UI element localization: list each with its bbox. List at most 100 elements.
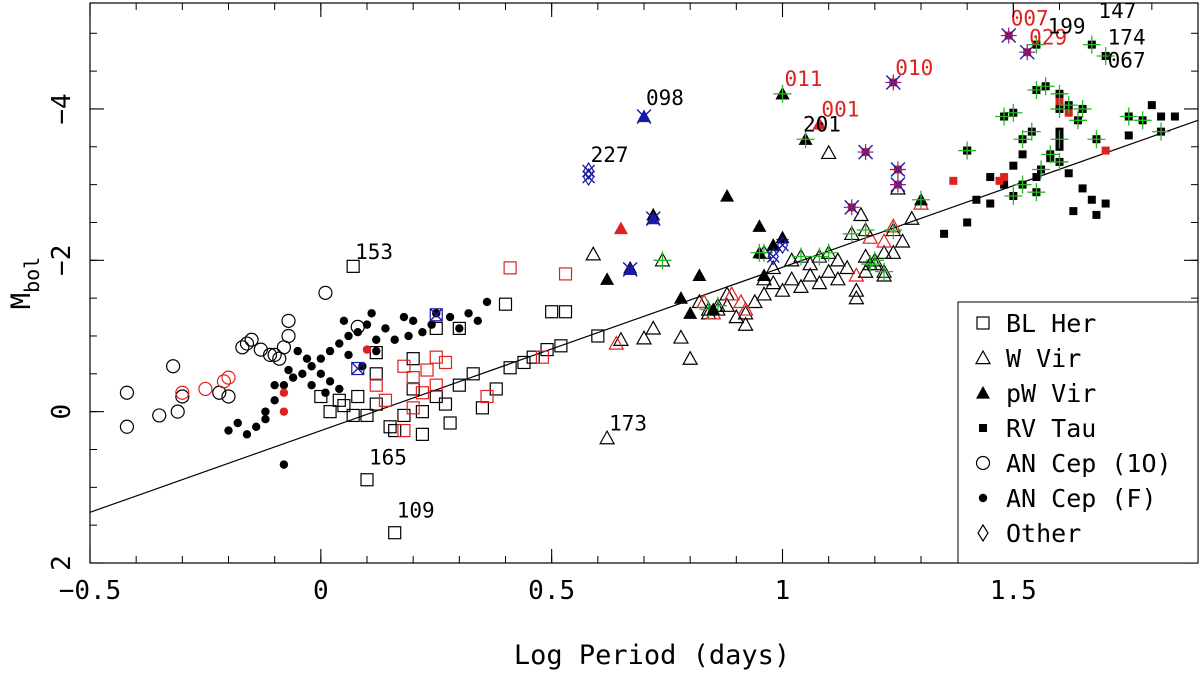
data-point	[774, 282, 791, 297]
data-point	[558, 305, 573, 319]
data-point	[498, 297, 513, 311]
data-point	[221, 370, 236, 385]
legend-entry: Other	[977, 519, 1081, 548]
data-point	[170, 404, 185, 419]
legend-label: AN Cep (1O)	[1006, 449, 1172, 478]
series-2	[585, 144, 920, 445]
data-point	[420, 363, 434, 377]
data-point	[885, 74, 902, 91]
data-point	[1013, 175, 1032, 194]
data-point	[475, 401, 490, 415]
data-point	[963, 218, 972, 227]
data-point	[1064, 169, 1073, 178]
data-point	[540, 342, 554, 357]
data-point	[1152, 122, 1171, 141]
data-point	[912, 190, 930, 209]
data-point	[325, 346, 335, 356]
legend-entry: BL Her	[976, 309, 1096, 338]
data-point	[802, 255, 819, 271]
data-point	[418, 327, 427, 337]
data-point	[415, 405, 429, 419]
fit-line-layer	[89, 119, 1199, 513]
data-point	[369, 367, 383, 381]
data-point	[672, 329, 689, 344]
data-point	[1092, 210, 1101, 219]
data-point	[404, 331, 413, 341]
data-point	[1000, 180, 1009, 189]
data-point	[554, 339, 568, 353]
data-point	[406, 401, 420, 415]
data-point	[517, 355, 531, 370]
data-point	[599, 429, 616, 445]
data-point	[261, 415, 270, 424]
data-point	[339, 316, 349, 326]
data-point	[1000, 27, 1017, 44]
series-0	[314, 259, 605, 540]
data-point	[995, 176, 1004, 185]
data-point	[829, 252, 846, 267]
data-point	[473, 316, 482, 326]
data-point	[335, 384, 344, 394]
y-axis-title-main: M	[6, 293, 37, 309]
data-point	[279, 460, 289, 469]
data-point	[1050, 152, 1069, 171]
legend-label: Other	[1006, 519, 1081, 548]
data-point	[1019, 44, 1036, 61]
data-point	[843, 199, 860, 216]
data-point	[480, 389, 494, 404]
data-point	[839, 259, 856, 275]
data-point	[791, 247, 810, 266]
x-axis-title: Log Period (days)	[514, 640, 790, 671]
data-point	[894, 233, 911, 248]
data-point	[378, 393, 393, 407]
annotation-label: 010	[895, 56, 933, 80]
data-point	[307, 380, 316, 390]
data-point	[408, 316, 418, 326]
data-point	[1119, 107, 1138, 126]
data-point	[372, 335, 381, 344]
legend-marker	[976, 316, 990, 330]
data-point	[750, 243, 769, 262]
data-point	[635, 330, 653, 345]
data-point	[316, 369, 326, 379]
legend-marker	[976, 386, 990, 399]
data-point	[848, 267, 865, 282]
data-point	[221, 389, 236, 404]
data-point	[351, 389, 365, 404]
data-point	[545, 305, 559, 319]
data-point	[802, 267, 819, 282]
data-point	[415, 386, 429, 400]
data-point	[746, 293, 763, 309]
legend-marker	[975, 455, 991, 471]
data-point	[1069, 207, 1078, 216]
data-point	[298, 369, 307, 379]
data-point	[323, 405, 337, 419]
data-point	[406, 370, 420, 385]
legend-entry: AN Cep (1O)	[975, 449, 1172, 478]
data-point	[645, 211, 661, 227]
data-point	[636, 109, 652, 125]
data-point	[360, 408, 374, 423]
data-point	[857, 144, 874, 161]
annotation-label: 007	[1011, 7, 1049, 31]
data-point	[1009, 161, 1018, 170]
data-point	[876, 233, 893, 248]
series-17	[582, 161, 789, 266]
data-point	[1087, 130, 1106, 149]
x-tick-label: 1.5	[990, 576, 1037, 606]
data-point	[281, 328, 296, 344]
data-point	[1087, 195, 1096, 204]
data-point	[344, 350, 353, 360]
data-point	[316, 354, 326, 363]
data-point	[337, 398, 351, 413]
data-point	[279, 407, 289, 416]
data-point	[503, 261, 517, 275]
data-point	[344, 331, 353, 341]
data-point	[819, 243, 838, 262]
data-point	[302, 354, 312, 363]
data-point	[1032, 173, 1041, 182]
annotation-label: 153	[355, 240, 393, 264]
data-point	[1050, 130, 1069, 149]
data-point	[1050, 84, 1069, 103]
